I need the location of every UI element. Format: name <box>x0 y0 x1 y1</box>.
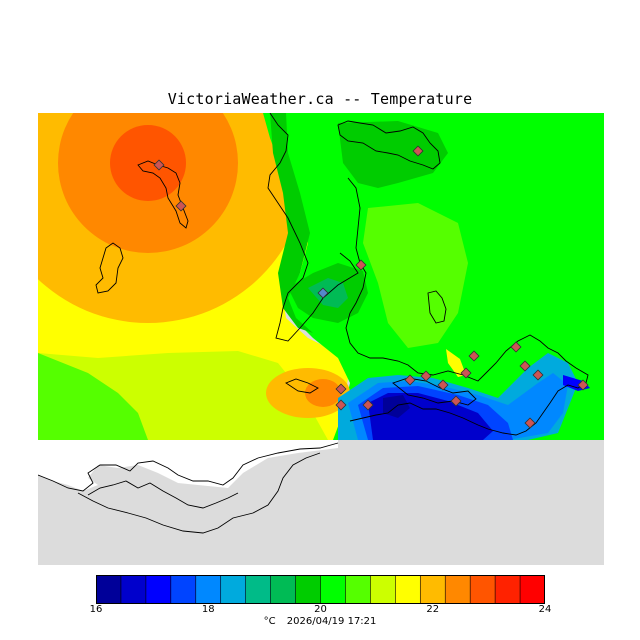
station-marker[interactable] <box>404 374 416 386</box>
temp-band-lightgreen-center <box>363 203 468 348</box>
colorbar-tick-label: 22 <box>426 604 440 615</box>
station-marker[interactable] <box>468 350 480 362</box>
temperature-colorbar <box>96 575 545 604</box>
colorbar-swatch <box>270 575 297 604</box>
station-marker[interactable] <box>317 287 329 299</box>
colorbar-swatch <box>420 575 446 604</box>
temperature-field <box>38 113 604 440</box>
colorbar-swatch <box>370 575 396 604</box>
station-marker[interactable] <box>577 379 589 391</box>
colorbar-tick-label: 18 <box>201 604 215 615</box>
colorbar-swatch <box>295 575 321 604</box>
map-title: VictoriaWeather.ca -- Temperature <box>167 90 473 108</box>
colorbar-swatch <box>345 575 371 604</box>
colorbar-frame <box>96 575 545 604</box>
station-marker[interactable] <box>532 369 544 381</box>
colorbar-tick-label: 16 <box>89 604 103 615</box>
colorbar-swatch <box>195 575 222 604</box>
station-markers <box>153 145 589 429</box>
colorbar-swatch <box>470 575 496 604</box>
temp-band-darkgreen-north <box>338 121 448 188</box>
colorbar-swatch <box>520 575 545 604</box>
coastline-olympic-north <box>38 442 339 492</box>
station-marker[interactable] <box>460 367 472 379</box>
coastlines <box>38 113 589 534</box>
colorbar-swatch <box>220 575 247 604</box>
station-marker[interactable] <box>524 417 536 429</box>
coastline-olympic-south <box>77 452 321 534</box>
timestamp-label: 2026/04/19 17:21 <box>286 616 377 627</box>
colorbar-swatch <box>445 575 471 604</box>
station-marker[interactable] <box>450 395 462 407</box>
colorbar-tick-label: 20 <box>314 604 327 615</box>
warm-spot-inner <box>110 125 186 201</box>
colorbar-swatches <box>96 575 545 604</box>
temp-band-green-coast-west <box>38 353 148 440</box>
station-marker[interactable] <box>335 399 347 411</box>
colorbar-swatch <box>96 575 122 604</box>
station-marker[interactable] <box>420 370 432 382</box>
temp-band-darkgreen-west <box>270 113 313 333</box>
colorbar-swatch <box>495 575 521 604</box>
colorbar-swatch <box>145 575 172 604</box>
white-water-region <box>38 440 338 491</box>
colorbar-swatch <box>120 575 147 604</box>
coastline-sidney-island <box>285 378 319 394</box>
temperature-map <box>38 113 604 565</box>
coastline-olympic-inner <box>87 480 239 509</box>
station-marker[interactable] <box>510 341 522 353</box>
colorbar-swatch <box>395 575 421 604</box>
station-marker[interactable] <box>437 379 449 391</box>
station-marker[interactable] <box>175 200 187 212</box>
station-marker[interactable] <box>355 259 367 271</box>
coastline-saanich-north <box>345 177 589 436</box>
colorbar-swatch <box>170 575 197 604</box>
coastline-island-west <box>95 242 124 294</box>
coastline-saltspring <box>337 120 441 170</box>
colorbar-swatch <box>320 575 346 604</box>
warm-spot-east <box>446 349 466 377</box>
colorbar-tick-label: 24 <box>538 604 552 615</box>
station-marker[interactable] <box>412 145 424 157</box>
station-marker[interactable] <box>335 383 347 395</box>
station-marker[interactable] <box>519 360 531 372</box>
coastline-island-north <box>137 160 189 229</box>
coastline-james-island <box>427 290 447 324</box>
station-marker[interactable] <box>153 159 165 171</box>
colorbar-caption: °C 2026/04/19 17:21 <box>0 616 640 627</box>
unit-label: °C <box>263 616 276 627</box>
colorbar-swatch <box>245 575 272 604</box>
station-marker[interactable] <box>362 399 374 411</box>
